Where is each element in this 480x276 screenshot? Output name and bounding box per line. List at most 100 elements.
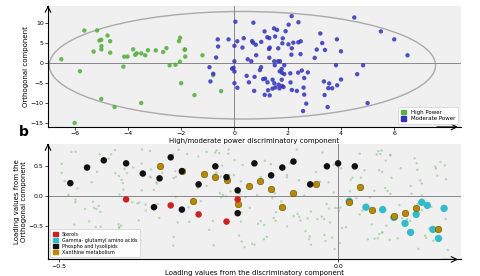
Point (412, 212, 420, 217)
Point (386, 238, 394, 242)
Point (413, 161, 420, 166)
Point (96, 152, 104, 156)
Point (95, 204, 103, 208)
Point (404, 53, 411, 57)
Point (304, 216, 312, 221)
Point (86, 232, 94, 236)
Point (270, 59, 278, 63)
Point (289, 159, 297, 164)
Point (316, 31, 324, 36)
Point (243, 74, 251, 78)
Point (249, 162, 256, 166)
Point (390, 215, 398, 220)
Point (200, 171, 208, 176)
Point (325, 81, 333, 86)
Point (387, 153, 395, 157)
Point (390, 213, 398, 218)
Point (356, 212, 363, 217)
Point (278, 84, 286, 88)
Point (425, 226, 433, 231)
Point (324, 86, 332, 90)
Point (347, 177, 355, 182)
Point (379, 207, 386, 212)
Point (170, 235, 178, 239)
Point (147, 175, 155, 180)
Point (346, 199, 353, 203)
Point (265, 47, 273, 51)
Point (441, 163, 449, 168)
Point (286, 161, 294, 165)
Point (333, 37, 341, 42)
Point (407, 184, 414, 188)
Point (138, 188, 146, 193)
Point (271, 191, 278, 195)
Point (257, 65, 265, 70)
Point (234, 211, 241, 215)
Point (300, 193, 308, 198)
Point (72, 150, 79, 154)
Point (234, 201, 241, 206)
Point (136, 238, 144, 243)
Point (414, 201, 421, 206)
Point (147, 167, 155, 172)
Point (90, 206, 98, 210)
Point (144, 48, 152, 52)
Point (432, 166, 440, 171)
Point (120, 64, 127, 69)
Point (85, 232, 93, 237)
Point (444, 248, 452, 252)
Point (268, 175, 276, 180)
Point (74, 235, 82, 239)
Point (366, 195, 374, 199)
Point (178, 169, 186, 173)
Point (217, 174, 225, 179)
Point (304, 70, 312, 75)
Point (58, 57, 65, 62)
Point (100, 158, 108, 163)
Point (382, 158, 390, 163)
Point (378, 170, 386, 174)
Point (379, 230, 386, 234)
Point (167, 203, 175, 208)
Point (97, 44, 105, 48)
Point (263, 235, 271, 239)
Point (351, 164, 359, 169)
Point (156, 164, 163, 169)
Point (306, 234, 313, 239)
Point (141, 53, 149, 57)
Point (169, 243, 177, 248)
Point (406, 219, 414, 223)
Point (269, 86, 276, 91)
Point (111, 171, 119, 176)
Point (214, 37, 222, 42)
Point (397, 166, 405, 171)
Point (96, 38, 103, 43)
Point (135, 218, 143, 222)
Point (123, 171, 131, 175)
Point (178, 171, 185, 176)
Point (261, 29, 268, 34)
Point (120, 54, 128, 59)
Point (378, 230, 386, 235)
Point (271, 81, 278, 86)
Point (172, 175, 180, 179)
Point (117, 223, 125, 228)
Point (288, 52, 295, 57)
Point (85, 219, 93, 224)
Point (214, 44, 222, 49)
Point (70, 238, 77, 243)
Point (289, 190, 297, 195)
Point (432, 229, 440, 233)
Point (383, 224, 390, 228)
Point (180, 169, 188, 174)
Point (272, 85, 279, 90)
Point (430, 238, 437, 243)
Point (171, 169, 179, 173)
Point (280, 85, 288, 89)
Point (279, 36, 287, 41)
Point (194, 186, 202, 190)
Point (146, 174, 154, 179)
Point (153, 180, 160, 185)
Point (241, 195, 249, 199)
Point (102, 237, 109, 241)
